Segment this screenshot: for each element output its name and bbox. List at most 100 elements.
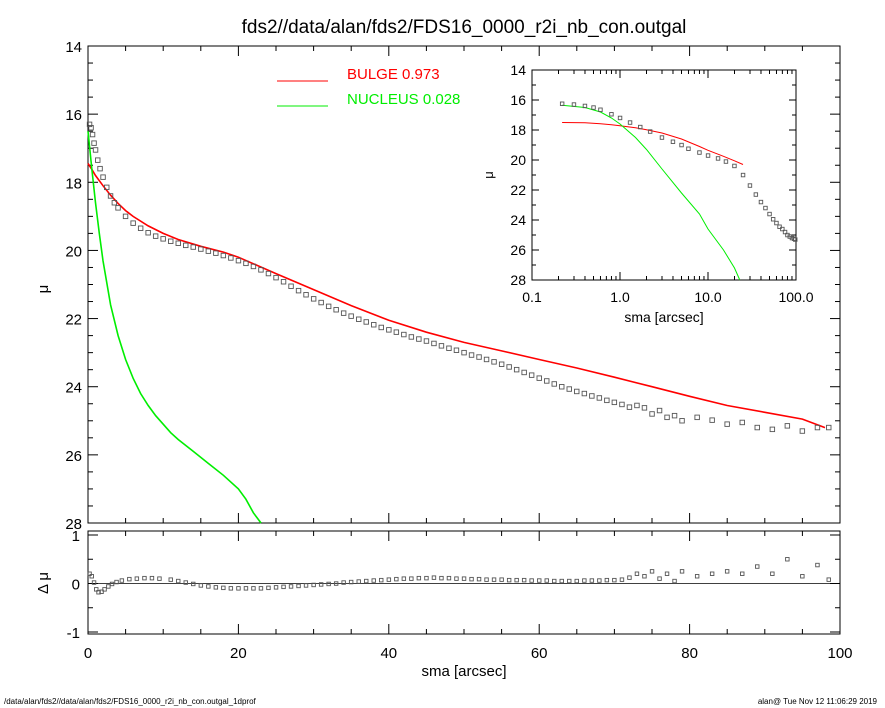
main-series-group: [86, 121, 832, 524]
main-data-point: [258, 267, 264, 273]
residual-data-point: [258, 586, 264, 591]
residual-y-tick-label: -1: [67, 625, 80, 642]
residual-data-point: [657, 576, 662, 581]
residual-data-point: [431, 575, 437, 580]
inset-bulge-line: [562, 122, 744, 165]
main-data-point: [273, 274, 279, 281]
main-data-point: [111, 200, 118, 206]
residual-data-point: [627, 575, 632, 580]
main-panel: 14 16 18 20 22 24 26 28 μ BULGE 0.973 NUCLEUS 0…: [35, 39, 841, 533]
main-y-tick-label: 22: [65, 312, 82, 329]
residual-data-point: [709, 571, 715, 576]
inset-data-point: [723, 159, 729, 164]
residual-data-point: [102, 587, 107, 592]
inset-y-tick-label: 24: [510, 212, 526, 228]
inset-data-point: [747, 183, 753, 188]
residual-data-point: [109, 581, 115, 587]
residual-data-point: [559, 578, 564, 584]
residual-data-point: [157, 576, 162, 581]
residual-data-point: [770, 571, 775, 576]
main-data-point: [295, 287, 302, 294]
inset-data-point: [753, 192, 759, 197]
residual-data-point: [236, 586, 241, 591]
residual-data-point: [318, 582, 324, 587]
main-data-point: [551, 381, 557, 387]
main-data-point: [401, 331, 407, 338]
main-data-point: [393, 329, 400, 335]
residual-data-point: [755, 564, 760, 569]
residual-data-point: [176, 578, 181, 584]
residual-x-tick-label: 40: [380, 645, 397, 662]
residual-data-point: [634, 571, 640, 576]
residual-data-point: [99, 589, 104, 594]
residual-data-point: [149, 575, 155, 581]
inset-data-point: [770, 217, 776, 222]
residual-data-point: [94, 587, 99, 592]
residual-data-point: [356, 579, 361, 584]
residual-data-point: [348, 579, 354, 585]
residual-data-point: [491, 577, 497, 582]
main-data-point: [506, 364, 512, 370]
main-data-point: [310, 296, 317, 302]
main-data-point: [634, 402, 640, 409]
residual-data-point: [672, 578, 677, 584]
main-data-point: [104, 184, 110, 191]
inset-series-group: [559, 101, 798, 281]
legend-label-bulge: BULGE 0.973: [347, 66, 440, 83]
main-y-axis: 14 16 18 20 22 24 26 28: [65, 39, 840, 533]
main-data-point: [604, 397, 610, 404]
main-data-point: [243, 260, 249, 267]
inset-y-axis: 14 16 18 20 22 24 26 28: [510, 62, 796, 288]
inset-y-tick-label: 16: [510, 92, 526, 108]
inset-data-point: [686, 146, 691, 151]
inset-data-point: [627, 120, 633, 125]
residual-data-point: [243, 586, 249, 591]
main-data-point: [799, 428, 806, 434]
main-data-point: [348, 313, 354, 319]
main-data-point: [100, 174, 106, 180]
residual-data-point: [499, 577, 504, 582]
residual-data-point: [96, 590, 101, 595]
inset-data-point: [715, 156, 721, 161]
residual-data-point: [401, 576, 407, 581]
residual-data-point: [800, 574, 805, 579]
main-y-tick-label: 18: [65, 175, 82, 192]
inset-data-point: [638, 124, 643, 130]
main-data-point: [581, 390, 588, 397]
residual-data-point: [311, 582, 316, 588]
main-data-point: [115, 205, 121, 211]
residual-data-point: [386, 577, 392, 582]
inset-data-point: [777, 224, 782, 229]
main-data-point: [250, 263, 257, 270]
residual-data-point: [649, 569, 655, 574]
main-data-point: [566, 386, 572, 392]
residual-data-point: [619, 577, 625, 582]
residual-data-point: [552, 578, 557, 584]
main-y-tick-label: 26: [65, 448, 82, 465]
residual-data-point: [589, 578, 595, 583]
inset-data-point: [609, 112, 614, 117]
inset-data-point: [705, 153, 711, 158]
inset-data-point: [598, 107, 603, 112]
residual-data-point: [461, 576, 467, 581]
residual-data-point: [506, 577, 512, 583]
main-data-point: [544, 378, 550, 384]
main-data-point: [611, 399, 618, 406]
residual-data-point: [514, 577, 519, 583]
main-data-point: [325, 303, 332, 310]
residual-data-point: [815, 562, 820, 568]
main-data-point: [814, 424, 821, 431]
residual-data-point: [114, 579, 119, 585]
residual-x-tick-label: 20: [230, 645, 247, 662]
inset-panel: 14 16 18 20 22 24 26 28 0.1 1.0 10.0 100.0 μ sma […: [481, 62, 814, 325]
inset-data-point: [647, 129, 653, 134]
inset-data-point: [659, 135, 665, 140]
main-data-point: [160, 236, 166, 242]
residual-data-point: [529, 578, 534, 583]
main-data-point: [446, 345, 452, 351]
residual-data-point: [221, 585, 226, 591]
inset-y-tick-label: 14: [510, 62, 526, 78]
inset-nucleus-line: [562, 104, 741, 281]
main-data-point: [152, 233, 159, 239]
residual-data-point: [142, 575, 147, 581]
